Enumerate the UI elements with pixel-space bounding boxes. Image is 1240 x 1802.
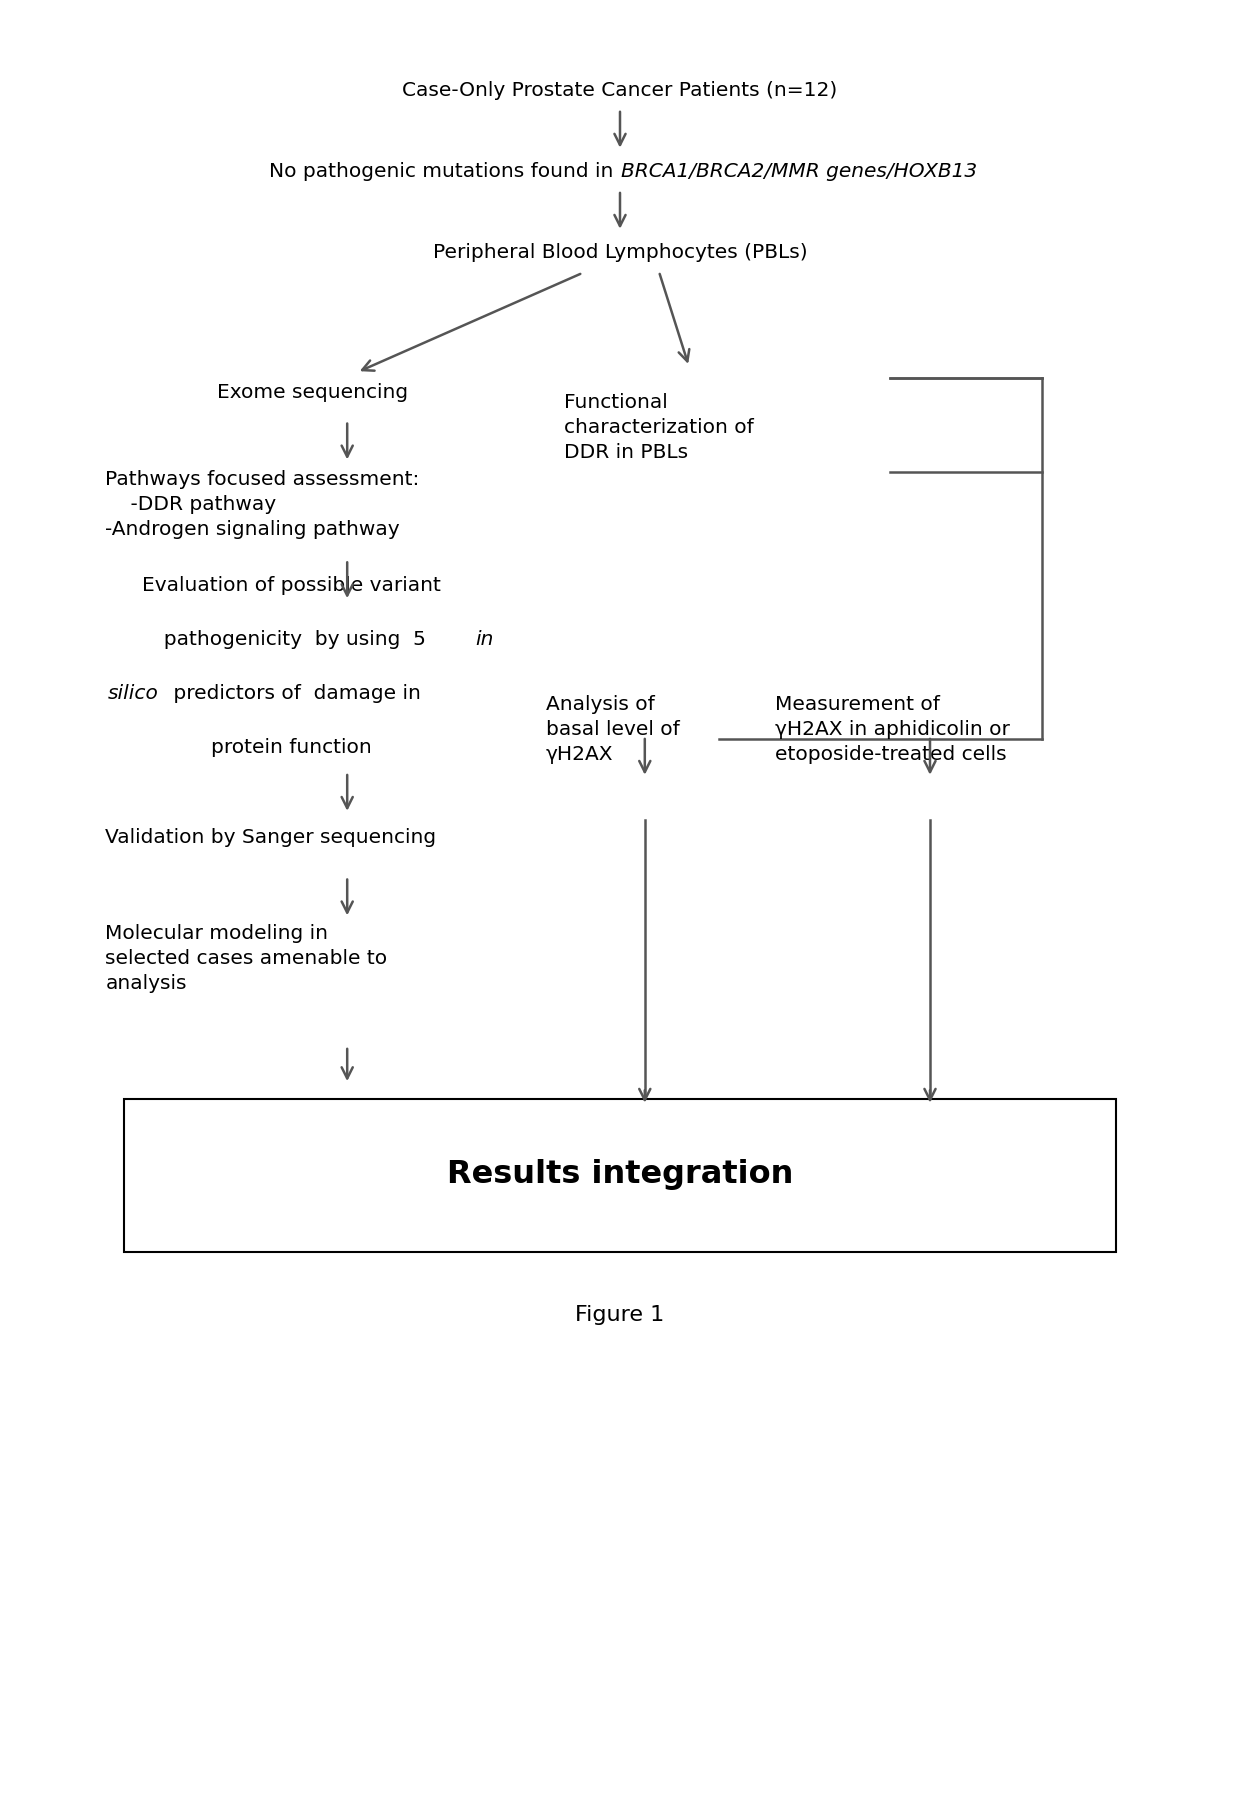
Text: protein function: protein function bbox=[211, 739, 372, 757]
Text: pathogenicity  by using  5: pathogenicity by using 5 bbox=[151, 631, 432, 649]
Text: Molecular modeling in
selected cases amenable to
analysis: Molecular modeling in selected cases ame… bbox=[105, 924, 388, 993]
FancyBboxPatch shape bbox=[124, 1099, 1116, 1252]
Text: Case-Only Prostate Cancer Patients (n=12): Case-Only Prostate Cancer Patients (n=12… bbox=[402, 81, 838, 99]
Text: Functional
characterization of
DDR in PBLs: Functional characterization of DDR in PB… bbox=[564, 393, 754, 461]
Text: Figure 1: Figure 1 bbox=[575, 1305, 665, 1326]
Text: No pathogenic mutations found in: No pathogenic mutations found in bbox=[269, 162, 620, 180]
Text: predictors of  damage in: predictors of damage in bbox=[167, 685, 422, 703]
Text: Pathways focused assessment:
    -DDR pathway
-Androgen signaling pathway: Pathways focused assessment: -DDR pathwa… bbox=[105, 470, 420, 539]
Text: Peripheral Blood Lymphocytes (PBLs): Peripheral Blood Lymphocytes (PBLs) bbox=[433, 243, 807, 261]
Text: Analysis of
basal level of
γH2AX: Analysis of basal level of γH2AX bbox=[546, 696, 680, 764]
Text: Evaluation of possible variant: Evaluation of possible variant bbox=[141, 577, 441, 595]
Text: silico: silico bbox=[108, 685, 159, 703]
Text: Measurement of
γH2AX in aphidicolin or
etoposide-treated cells: Measurement of γH2AX in aphidicolin or e… bbox=[775, 696, 1009, 764]
Text: Validation by Sanger sequencing: Validation by Sanger sequencing bbox=[105, 829, 436, 847]
Text: BRCA1/BRCA2/MMR genes/HOXB13: BRCA1/BRCA2/MMR genes/HOXB13 bbox=[621, 162, 977, 180]
Text: Results integration: Results integration bbox=[446, 1159, 794, 1191]
Text: Exome sequencing: Exome sequencing bbox=[217, 384, 408, 402]
Text: in: in bbox=[475, 631, 494, 649]
